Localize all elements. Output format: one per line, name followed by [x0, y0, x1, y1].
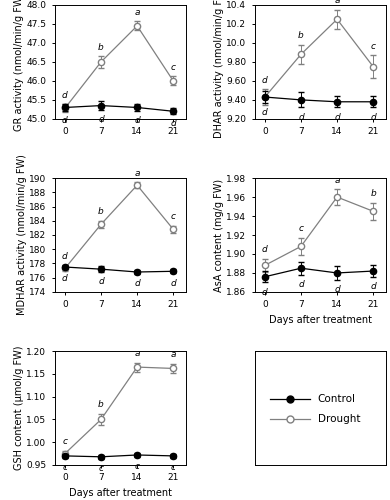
- Text: b: b: [298, 32, 304, 40]
- Text: d: d: [298, 112, 304, 122]
- Text: c: c: [171, 63, 176, 72]
- Y-axis label: GSH content (μmol/g FW): GSH content (μmol/g FW): [14, 346, 24, 470]
- Text: c: c: [371, 42, 376, 50]
- Text: b: b: [98, 400, 104, 409]
- Text: a: a: [135, 8, 140, 17]
- Text: Control: Control: [318, 394, 356, 404]
- Text: d: d: [98, 116, 104, 124]
- Text: d: d: [170, 120, 176, 128]
- Text: b: b: [370, 189, 376, 198]
- Text: d: d: [62, 91, 68, 100]
- Y-axis label: GR activity (nmol/min/g FW): GR activity (nmol/min/g FW): [14, 0, 24, 131]
- Y-axis label: DHAR activity (nmol/min/g FW): DHAR activity (nmol/min/g FW): [214, 0, 224, 138]
- Text: d: d: [298, 280, 304, 289]
- Text: c: c: [135, 462, 140, 471]
- Text: c: c: [298, 224, 303, 234]
- Text: b: b: [98, 207, 104, 216]
- Text: a: a: [170, 350, 176, 360]
- Text: d: d: [334, 284, 340, 294]
- Text: d: d: [370, 282, 376, 291]
- X-axis label: Days after treatment: Days after treatment: [269, 315, 372, 325]
- Text: d: d: [62, 274, 68, 283]
- Text: d: d: [170, 278, 176, 287]
- Y-axis label: MDHAR activity (nmol/min/g FW): MDHAR activity (nmol/min/g FW): [17, 154, 27, 316]
- Text: c: c: [62, 463, 67, 472]
- X-axis label: Days after treatment: Days after treatment: [69, 488, 172, 498]
- Text: d: d: [262, 76, 268, 85]
- Text: d: d: [134, 116, 140, 126]
- Text: c: c: [62, 438, 67, 446]
- Text: d: d: [62, 252, 68, 261]
- Text: Drought: Drought: [318, 414, 360, 424]
- Text: b: b: [98, 42, 104, 51]
- Text: a: a: [334, 0, 340, 5]
- Text: c: c: [171, 212, 176, 221]
- Text: d: d: [134, 280, 140, 288]
- Text: d: d: [262, 245, 268, 254]
- Text: a: a: [334, 176, 340, 185]
- Text: d: d: [370, 112, 376, 122]
- Text: d: d: [334, 112, 340, 122]
- Text: d: d: [262, 108, 268, 117]
- Text: a: a: [135, 169, 140, 178]
- Text: d: d: [98, 277, 104, 286]
- Text: c: c: [171, 463, 176, 472]
- Text: c: c: [99, 464, 103, 472]
- Text: a: a: [135, 349, 140, 358]
- Text: d: d: [262, 288, 268, 296]
- Text: d: d: [62, 116, 68, 126]
- Y-axis label: AsA content (mg/g FW): AsA content (mg/g FW): [214, 178, 224, 292]
